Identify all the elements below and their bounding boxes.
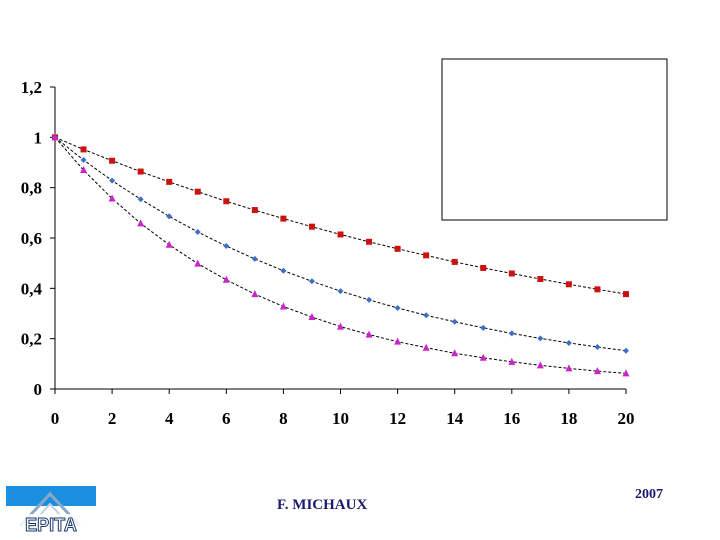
- series-1-point: [194, 188, 201, 195]
- series-3-point: [222, 275, 230, 283]
- chart-axes: 0 0,2 0,4 0,6 0,8 1 1,2 0 2 4 6 8 10 12 14 16 18 20: [21, 78, 635, 428]
- y-tick-label: 0,2: [21, 330, 42, 349]
- x-tick-label: 4: [165, 409, 174, 428]
- epita-logo: EPITA: [6, 486, 96, 534]
- series-1-point: [508, 270, 515, 277]
- series-1-point: [537, 276, 544, 283]
- series-1-point: [451, 258, 458, 265]
- series-1-point: [251, 207, 258, 214]
- series-3-point: [108, 194, 116, 202]
- series-3-point: [165, 240, 173, 248]
- series-2-point: [594, 343, 601, 350]
- x-tick-label: 18: [560, 409, 577, 428]
- series-1-point: [423, 252, 430, 259]
- y-tick-label: 1,2: [21, 78, 42, 97]
- x-tick-label: 6: [222, 409, 231, 428]
- series-3-point: [593, 367, 601, 375]
- series-3-point: [394, 337, 402, 345]
- y-tick-label: 0: [34, 380, 43, 399]
- series-3-point: [279, 302, 287, 310]
- series-2-point: [166, 213, 173, 220]
- year-label: 2007: [635, 487, 663, 502]
- series-1-point: [337, 231, 344, 238]
- series-2-point: [480, 324, 487, 331]
- series-3-point: [622, 369, 630, 377]
- series-3-point: [422, 343, 430, 351]
- series-3-point: [479, 353, 487, 361]
- series-3-point: [337, 322, 344, 330]
- series-1-point: [280, 215, 287, 222]
- series-2-point: [451, 318, 458, 325]
- series-2-point: [623, 347, 629, 354]
- author-name: F. MICHAUX: [277, 497, 368, 513]
- y-tick-label: 0,4: [21, 279, 43, 298]
- series-1-point: [308, 223, 315, 230]
- series-2-point: [394, 304, 401, 311]
- x-tick-label: 14: [446, 409, 464, 428]
- series-2-point: [194, 228, 201, 235]
- series-3-point: [365, 330, 373, 338]
- series-2-point: [308, 278, 315, 285]
- series-1-point: [565, 281, 572, 288]
- series-2-point: [366, 296, 373, 303]
- series-1-point: [80, 146, 87, 153]
- series-2-point: [565, 339, 572, 346]
- y-tick-label: 0,6: [21, 229, 42, 248]
- y-tick-label: 1: [34, 128, 43, 147]
- series-3-point: [80, 166, 88, 174]
- series-2-point: [80, 156, 87, 163]
- chart-series: [51, 133, 630, 377]
- x-tick-label: 8: [279, 409, 288, 428]
- x-tick-label: 20: [618, 409, 635, 428]
- series-1-point: [480, 264, 487, 271]
- series-2-point: [137, 196, 144, 203]
- series-1-point: [594, 286, 601, 293]
- series-1-point: [394, 245, 401, 252]
- x-tick-label: 0: [51, 409, 60, 428]
- series-3-point: [508, 357, 516, 365]
- x-tick-label: 12: [389, 409, 406, 428]
- series-2-point: [337, 288, 344, 295]
- series-3-point: [194, 259, 202, 267]
- series-2-point: [223, 243, 230, 250]
- series-1-point: [109, 157, 116, 164]
- chart: 0 0,2 0,4 0,6 0,8 1 1,2 0 2 4 6 8 10 12 14 16 18 20: [21, 58, 668, 428]
- series-1-point: [366, 238, 373, 245]
- series-1-point: [166, 178, 173, 185]
- series-2-point: [537, 335, 544, 342]
- series-3-point: [251, 290, 259, 298]
- series-1-point: [623, 291, 629, 298]
- series-3-point: [565, 364, 573, 372]
- series-2-point: [251, 255, 258, 262]
- series-3-point: [451, 349, 459, 357]
- series-3-point: [137, 219, 145, 227]
- x-tick-label: 2: [108, 409, 117, 428]
- series-2-point: [109, 177, 116, 184]
- series-1-point: [137, 168, 144, 175]
- y-tick-label: 0,8: [21, 179, 42, 198]
- x-tick-label: 16: [503, 409, 520, 428]
- series-2-point: [280, 267, 287, 274]
- series-1-point: [223, 198, 230, 205]
- series-2-point: [508, 330, 515, 337]
- series-3-point: [536, 361, 544, 369]
- series-3-point: [308, 313, 316, 321]
- series-3-point: [51, 133, 59, 141]
- legend-box: [441, 58, 668, 221]
- svg-text:EPITA: EPITA: [25, 515, 77, 534]
- series-2-point: [423, 312, 430, 319]
- x-tick-label: 10: [332, 409, 349, 428]
